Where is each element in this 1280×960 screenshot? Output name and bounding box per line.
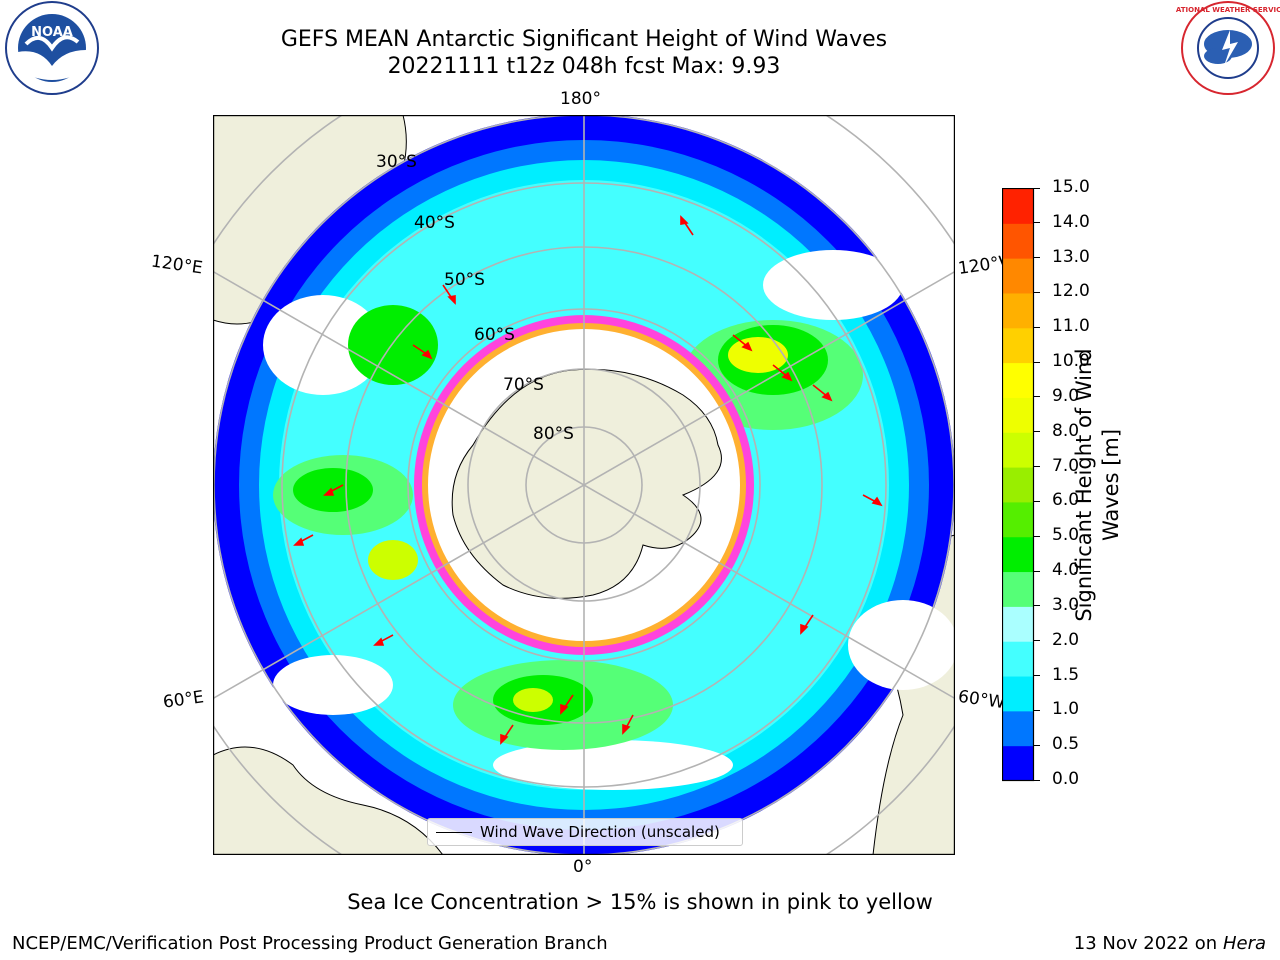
colorbar-swatch	[1002, 606, 1034, 642]
colorbar-tick-label: 13.0	[1052, 246, 1090, 267]
colorbar-swatch	[1002, 710, 1034, 747]
lat-label-50s: 50°S	[444, 270, 485, 290]
chart-title: GEFS MEAN Antarctic Significant Height o…	[280, 27, 888, 52]
colorbar-tick-label: 0.0	[1052, 769, 1080, 789]
colorbar-tick-label: 10.0	[1052, 351, 1090, 372]
colorbar-tick-mark	[1034, 257, 1040, 259]
no-data-patch	[273, 655, 393, 715]
land-africa	[213, 746, 444, 855]
lat-label-40s: 40°S	[414, 213, 455, 233]
lon-label-60w: 60°W	[956, 686, 1007, 714]
colorbar-tick-label: 2.0	[1052, 629, 1080, 650]
colorbar-swatch	[1002, 258, 1034, 294]
legend-line-sample	[436, 831, 472, 833]
colorbar-label-line1: Significant Height of Wind	[1072, 348, 1096, 622]
colorbar-label-line2: Waves [m]	[1099, 428, 1123, 542]
colorbar-swatch	[1002, 676, 1034, 712]
colorbar-tick-label: 3.0	[1052, 594, 1080, 615]
colorbar-tick-label: 9.0	[1052, 385, 1080, 406]
nws-logo: NATIONAL WEATHER SERVICE	[1176, 1, 1280, 95]
colorbar-swatch	[1002, 641, 1034, 677]
colorbar-swatch	[1002, 501, 1034, 538]
colorbar-tick-label: 7.0	[1052, 455, 1080, 476]
footer-date: 13 Nov 2022 on	[1073, 933, 1218, 954]
footer-machine: Hera	[1222, 933, 1266, 954]
colorbar-tick-label: 14.0	[1052, 211, 1090, 232]
noaa-logo: NOAA	[5, 1, 99, 95]
colorbar-swatch	[1002, 188, 1034, 224]
sea-ice-note: Sea Ice Concentration > 15% is shown in …	[347, 890, 933, 914]
colorbar-tick-label: 0.5	[1052, 734, 1080, 755]
lat-label-80s: 80°S	[533, 424, 574, 444]
colorbar-tick-label: 6.0	[1052, 490, 1080, 511]
legend-label: Wind Wave Direction (unscaled)	[480, 823, 720, 841]
colorbar-swatch	[1002, 571, 1034, 607]
colorbar-tick-mark	[1034, 396, 1040, 398]
lon-label-120e: 120°E	[149, 251, 204, 279]
lat-label-70s: 70°S	[503, 375, 544, 395]
polar-map	[213, 115, 955, 855]
colorbar-tick-mark	[1034, 500, 1040, 502]
lon-label-0: 0°	[573, 857, 593, 877]
lat-label-60s: 60°S	[474, 325, 515, 345]
colorbar-tick-label: 1.0	[1052, 699, 1080, 720]
colorbar-tick-label: 12.0	[1052, 281, 1090, 302]
footer-right: 13 Nov 2022 on Hera	[1074, 933, 1266, 954]
colorbar-tick-mark	[1034, 535, 1040, 537]
chart-subtitle: 20221111 t12z 048h fcst Max: 9.93	[387, 54, 781, 79]
colorbar-tick-mark	[1034, 779, 1040, 781]
colorbar-tick-mark	[1034, 361, 1040, 363]
colorbar-swatch	[1002, 467, 1034, 503]
colorbar-tick-mark	[1034, 605, 1040, 607]
colorbar-swatch	[1002, 223, 1034, 259]
map-frame	[213, 115, 955, 855]
colorbar-tick-mark	[1034, 570, 1040, 572]
colorbar-tick-mark	[1034, 709, 1040, 711]
colorbar-tick-mark	[1034, 744, 1040, 746]
lon-label-60e: 60°E	[161, 687, 206, 713]
colorbar-tick-mark	[1034, 222, 1040, 224]
colorbar-swatch	[1002, 397, 1034, 433]
colorbar-swatch	[1002, 292, 1034, 329]
colorbar-tick-mark	[1034, 326, 1040, 328]
wave-field-high	[348, 305, 438, 385]
colorbar-swatch	[1002, 432, 1034, 468]
no-data-patch	[263, 295, 383, 395]
colorbar-swatch	[1002, 362, 1034, 398]
colorbar-swatch	[1002, 745, 1034, 781]
no-data-patch	[763, 250, 903, 320]
map-legend: Wind Wave Direction (unscaled)	[427, 818, 743, 846]
no-data-patch	[493, 740, 733, 790]
lat-label-30s: 30°S	[376, 152, 417, 172]
colorbar-tick-mark	[1034, 640, 1040, 642]
colorbar-tick-mark	[1034, 187, 1040, 189]
colorbar-tick-label: 8.0	[1052, 420, 1080, 441]
colorbar-swatch	[1002, 536, 1034, 573]
colorbar-tick-mark	[1034, 291, 1040, 293]
colorbar-tick-label: 4.0	[1052, 560, 1080, 581]
lon-label-180: 180°	[560, 89, 601, 109]
colorbar	[1002, 188, 1035, 782]
colorbar-tick-label: 1.5	[1052, 664, 1080, 685]
colorbar-tick-label: 11.0	[1052, 316, 1090, 337]
noaa-logo-text: NOAA	[31, 25, 73, 40]
colorbar-tick-label: 15.0	[1052, 177, 1090, 197]
colorbar-swatch	[1002, 327, 1034, 364]
colorbar-tick-mark	[1034, 466, 1040, 468]
nws-logo-text: NATIONAL WEATHER SERVICE	[1176, 6, 1280, 14]
colorbar-tick-mark	[1034, 675, 1040, 677]
colorbar-tick-label: 5.0	[1052, 525, 1080, 546]
colorbar-tick-mark	[1034, 431, 1040, 433]
footer-left: NCEP/EMC/Verification Post Processing Pr…	[12, 933, 608, 954]
wind-wave-arrows	[293, 215, 883, 745]
